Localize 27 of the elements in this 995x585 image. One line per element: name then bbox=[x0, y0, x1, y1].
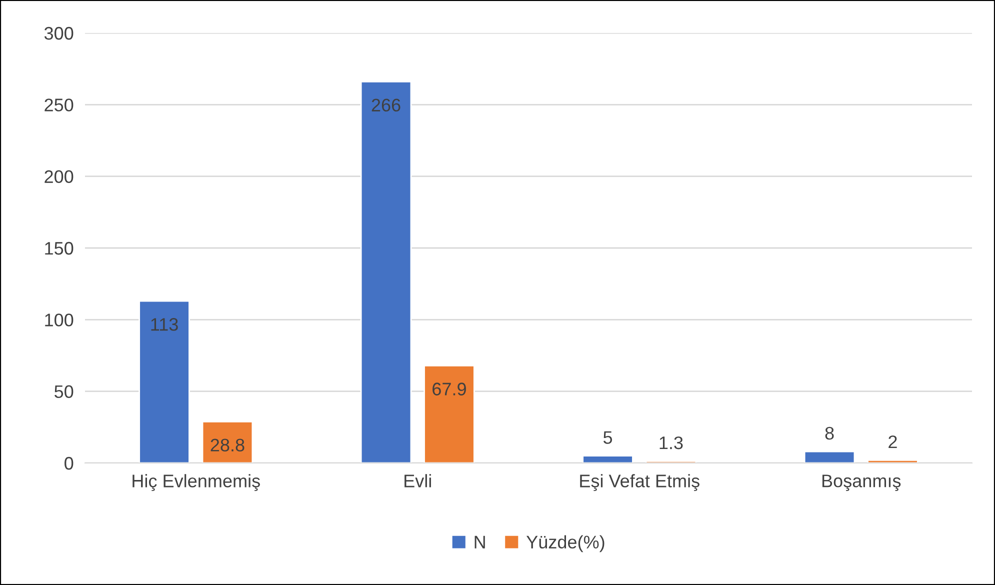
bar bbox=[804, 450, 856, 463]
y-tick-label: 50 bbox=[54, 385, 74, 398]
data-label: 8 bbox=[825, 426, 834, 440]
y-tick-label: 0 bbox=[64, 456, 74, 470]
data-label: 5 bbox=[603, 431, 612, 444]
data-label: 266 bbox=[372, 98, 400, 112]
y-tick-label: 250 bbox=[44, 98, 74, 112]
legend-label: Yüzde(%) bbox=[526, 535, 604, 552]
x-tick-label: Eşi Vefat Etmiş bbox=[580, 474, 700, 492]
bar bbox=[360, 81, 412, 463]
y-tick-label: 200 bbox=[44, 170, 74, 184]
legend-label: N bbox=[474, 536, 485, 548]
x-tick-label: Evli bbox=[404, 474, 431, 488]
data-label: 2 bbox=[888, 435, 897, 448]
y-tick-label: 100 bbox=[45, 314, 74, 326]
data-label: 113 bbox=[151, 318, 178, 331]
data-label: 28.8 bbox=[210, 438, 244, 452]
bar bbox=[202, 421, 254, 463]
bar bbox=[582, 455, 634, 463]
bar bbox=[138, 300, 190, 463]
bar bbox=[424, 364, 475, 463]
x-tick-label: Boşanmış bbox=[822, 474, 901, 491]
y-tick-label: 300 bbox=[44, 26, 74, 40]
data-label: 1.3 bbox=[660, 436, 683, 450]
y-tick-label: 150 bbox=[45, 242, 74, 255]
data-label: 67.9 bbox=[432, 382, 466, 396]
x-tick-label: Hiç Evlenmemiş bbox=[132, 474, 260, 492]
